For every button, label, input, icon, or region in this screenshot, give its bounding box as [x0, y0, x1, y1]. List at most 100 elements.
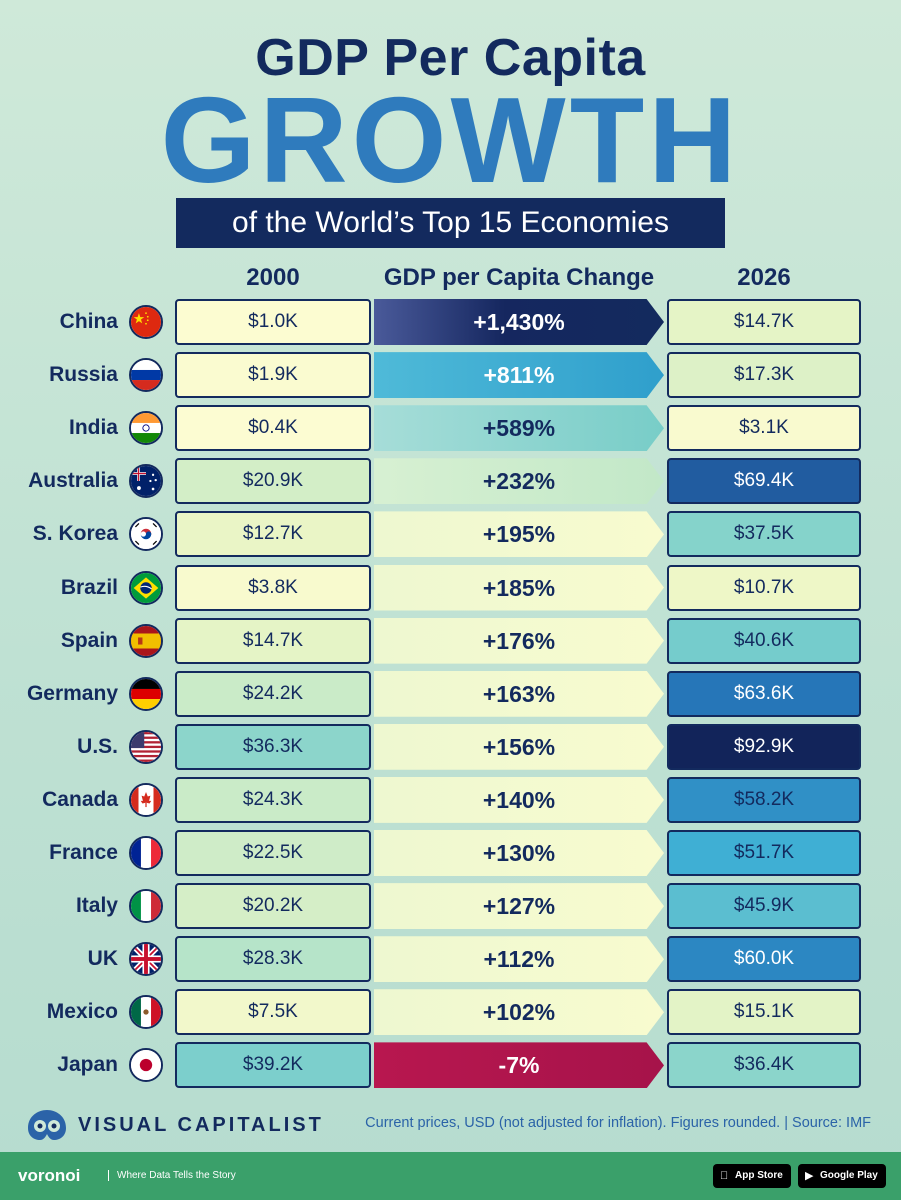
table-row: China $1.0K +1,430% $14.7K	[0, 298, 901, 346]
value-2000-cell: $24.2K	[175, 670, 371, 717]
value-2000-cell: $12.7K	[175, 511, 371, 558]
value-2026-cell: $63.6K	[667, 670, 861, 717]
table-row: Canada $24.3K +140% $58.2K	[0, 776, 901, 824]
change-arrow: +140%	[374, 776, 664, 823]
table-row: Italy $20.2K +127% $45.9K	[0, 882, 901, 930]
table-row: Germany $24.2K +163% $63.6K	[0, 670, 901, 718]
value-2000-cell: $36.3K	[175, 723, 371, 770]
country-label: Italy	[75, 894, 118, 918]
value-2026-cell: $40.6K	[667, 617, 861, 664]
value-2026-cell: $45.9K	[667, 883, 861, 930]
value-2000-cell: $22.5K	[175, 830, 371, 876]
brand-name: VISUAL CAPITALIST	[78, 1114, 324, 1136]
japan-flag-icon	[129, 1048, 163, 1083]
value-2026-cell: $14.7K	[667, 299, 861, 345]
app-store-button[interactable]:  App Store	[713, 1164, 791, 1188]
country-label: Russia	[49, 363, 118, 387]
country-label: Japan	[57, 1053, 118, 1077]
play-icon: ▶	[805, 1170, 814, 1182]
bottom-bar: voronoi Where Data Tells the Story  App…	[0, 1152, 901, 1200]
value-2026-cell: $60.0K	[667, 936, 861, 983]
table-row: U.S. $36.3K +156% $92.9K	[0, 723, 901, 771]
subtitle: of the World’s Top 15 Economies	[176, 198, 725, 248]
table-row: Australia $20.9K +232% $69.4K	[0, 457, 901, 505]
change-arrow: +102%	[374, 989, 664, 1036]
australia-flag-icon	[129, 464, 163, 499]
table-row: UK $28.3K +112% $60.0K	[0, 935, 901, 983]
table-row: India $0.4K +589% $3.1K	[0, 404, 901, 452]
country-label: Spain	[60, 628, 118, 652]
value-2000-cell: $20.9K	[175, 458, 371, 505]
app-store-label: App Store	[735, 1170, 783, 1181]
change-arrow: +112%	[374, 936, 664, 983]
apple-icon: 	[720, 1164, 728, 1188]
visual-capitalist-logo-icon	[28, 1110, 66, 1140]
spain-flag-icon	[129, 623, 163, 658]
change-arrow: +811%	[374, 352, 664, 399]
value-2000-cell: $3.8K	[175, 564, 371, 611]
country-label: Brazil	[60, 575, 118, 599]
source-note: Current prices, USD (not adjusted for in…	[365, 1115, 871, 1131]
change-arrow: +589%	[374, 405, 664, 452]
value-2026-cell: $36.4K	[667, 1042, 861, 1089]
russia-flag-icon	[129, 358, 163, 393]
country-label: Germany	[26, 681, 118, 705]
canada-flag-icon	[129, 782, 163, 817]
table-row: Mexico $7.5K +102% $15.1K	[0, 988, 901, 1036]
table-row: Japan $39.2K -7% $36.4K	[0, 1041, 901, 1089]
germany-flag-icon	[129, 676, 163, 711]
value-2026-cell: $17.3K	[667, 352, 861, 399]
column-header-change: GDP per Capita Change	[383, 264, 655, 291]
india-flag-icon	[129, 411, 163, 446]
value-2026-cell: $10.7K	[667, 564, 861, 611]
value-2000-cell: $1.0K	[175, 299, 371, 345]
value-2000-cell: $1.9K	[175, 352, 371, 399]
usa-flag-icon	[129, 729, 163, 764]
country-label: Australia	[28, 469, 118, 493]
value-2026-cell: $15.1K	[667, 989, 861, 1036]
column-header-2000: 2000	[246, 264, 300, 291]
table-row: Spain $14.7K +176% $40.6K	[0, 617, 901, 665]
title-line-2: GROWTH	[160, 72, 741, 208]
value-2000-cell: $28.3K	[175, 936, 371, 983]
value-2000-cell: $39.2K	[175, 1042, 371, 1089]
country-label: Mexico	[46, 1000, 118, 1024]
value-2026-cell: $58.2K	[667, 776, 861, 823]
italy-flag-icon	[129, 889, 163, 924]
value-2026-cell: $37.5K	[667, 511, 861, 558]
google-play-button[interactable]: ▶ Google Play	[798, 1164, 886, 1188]
country-label: India	[68, 416, 118, 440]
brazil-flag-icon	[129, 570, 163, 605]
title-line-1: GDP Per Capita	[255, 29, 646, 87]
value-2000-cell: $14.7K	[175, 617, 371, 664]
country-label: China	[59, 310, 118, 333]
uk-flag-icon	[129, 942, 163, 977]
change-arrow: +163%	[374, 670, 664, 717]
korea-flag-icon	[129, 517, 163, 552]
country-label: U.S.	[77, 734, 118, 758]
change-arrow: +185%	[374, 564, 664, 611]
change-arrow: +156%	[374, 723, 664, 770]
change-arrow: +1,430%	[374, 299, 664, 345]
tagline: Where Data Tells the Story	[108, 1170, 236, 1181]
change-arrow: +232%	[374, 458, 664, 505]
table-row: Russia $1.9K +811% $17.3K	[0, 351, 901, 399]
china-flag-icon	[129, 305, 163, 339]
google-play-label: Google Play	[820, 1170, 878, 1181]
france-flag-icon	[129, 836, 163, 870]
column-header-2026: 2026	[737, 264, 791, 291]
change-arrow: +176%	[374, 617, 664, 664]
value-2026-cell: $92.9K	[667, 723, 861, 770]
value-2000-cell: $7.5K	[175, 989, 371, 1036]
voronoi-logo[interactable]: voronoi	[18, 1166, 81, 1185]
country-label: S. Korea	[32, 522, 118, 546]
value-2026-cell: $69.4K	[667, 458, 861, 505]
table-row: S. Korea $12.7K +195% $37.5K	[0, 510, 901, 558]
value-2000-cell: $20.2K	[175, 883, 371, 930]
country-label: UK	[87, 947, 118, 971]
table-row: Brazil $3.8K +185% $10.7K	[0, 564, 901, 612]
country-label: Canada	[42, 787, 118, 811]
mexico-flag-icon	[129, 995, 163, 1030]
change-arrow: +130%	[374, 830, 664, 876]
change-arrow: +127%	[374, 883, 664, 930]
